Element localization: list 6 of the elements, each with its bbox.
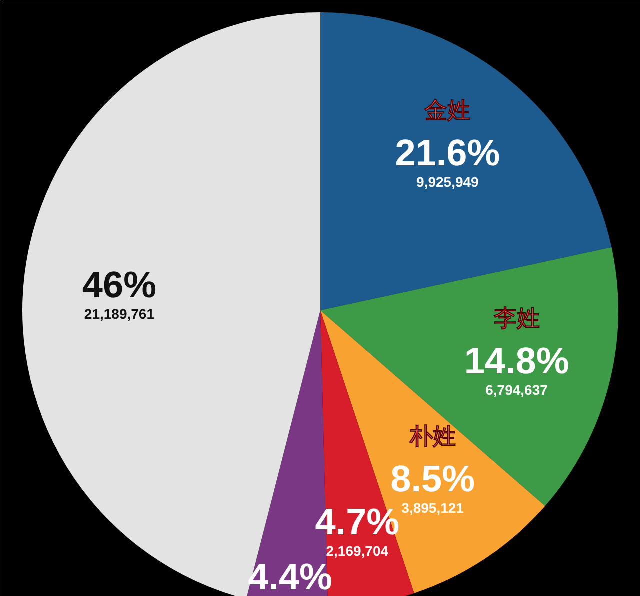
slice-label: 朴姓	[408, 424, 456, 450]
data-label: 46% 21,189,761	[82, 264, 156, 322]
slice-label: 李姓	[494, 306, 540, 332]
slice-label: 金姓	[424, 98, 471, 124]
data-label: 14.8% 6,794,637	[464, 340, 570, 398]
data-label: 21.6% 9,925,949	[395, 132, 500, 190]
